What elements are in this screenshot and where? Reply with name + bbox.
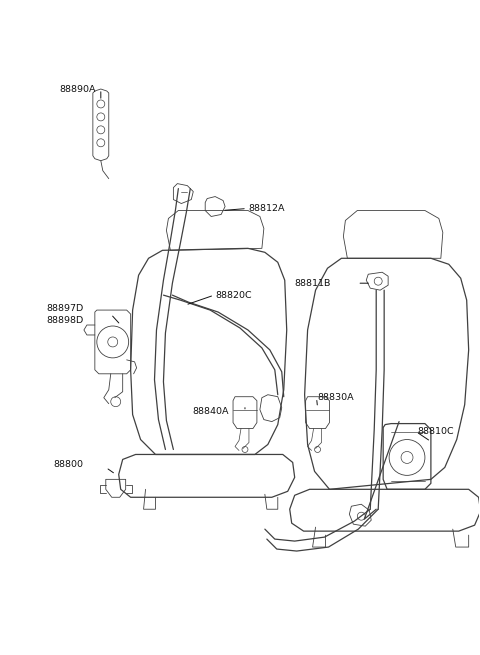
Text: 88897D: 88897D — [46, 303, 84, 312]
Text: 88898D: 88898D — [46, 316, 84, 324]
Text: 88800: 88800 — [53, 460, 83, 469]
Text: 88890A: 88890A — [59, 84, 96, 94]
Text: 88811B: 88811B — [295, 278, 331, 288]
Text: 88810C: 88810C — [417, 427, 454, 436]
Text: 88812A: 88812A — [248, 204, 285, 213]
Text: 88830A: 88830A — [318, 393, 354, 402]
Text: 88840A: 88840A — [192, 407, 229, 416]
Text: 88820C: 88820C — [215, 291, 252, 299]
